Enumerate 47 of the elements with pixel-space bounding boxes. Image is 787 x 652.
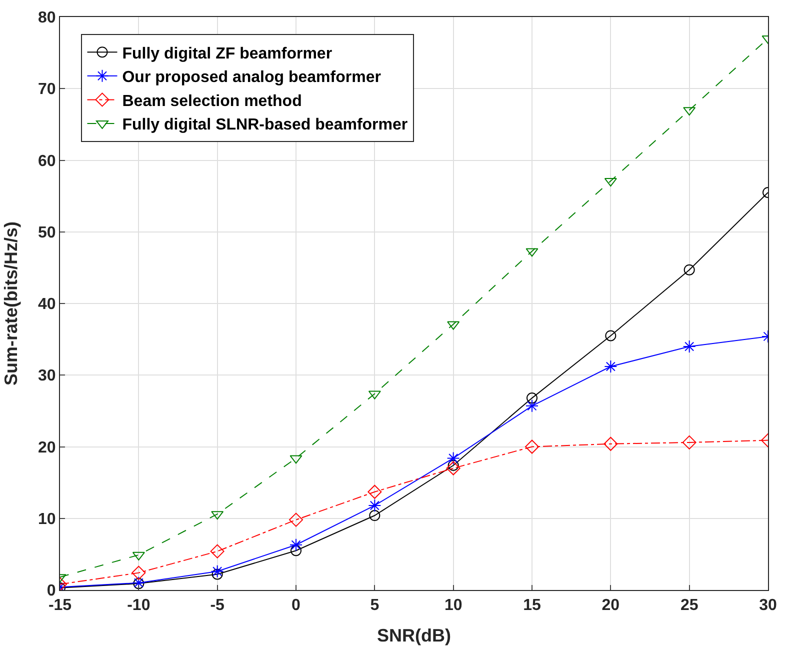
x-tick-label: -15 (48, 597, 72, 614)
legend-label: Fully digital ZF beamformer (122, 45, 332, 62)
y-tick-label: 10 (38, 510, 56, 528)
point (605, 330, 616, 342)
y-tick-label: 40 (38, 296, 56, 314)
point (210, 544, 224, 558)
point (289, 512, 303, 527)
point (290, 538, 302, 552)
x-tick-label: 30 (759, 597, 777, 614)
point (368, 484, 382, 499)
legend-label: Our proposed analog beamformer (122, 69, 381, 86)
point (369, 510, 380, 522)
x-tick-label: -10 (127, 597, 150, 614)
point (446, 452, 460, 465)
y-tick-label: 70 (38, 81, 56, 98)
y-axis-title: Sum-rate(bits/Hz/s) (1, 221, 22, 386)
x-tick-label: -5 (210, 597, 225, 614)
y-tick-label: 0 (46, 582, 56, 600)
point (604, 436, 618, 451)
y-tick-label: 80 (38, 10, 56, 27)
point (604, 360, 618, 374)
legend-label: Beam selection method (122, 92, 302, 110)
point (526, 392, 538, 404)
point (210, 564, 224, 578)
y-tick-label: 60 (38, 152, 56, 170)
point (682, 340, 696, 353)
point (684, 264, 695, 276)
x-tick-label: 10 (444, 597, 462, 614)
x-axis-title: SNR(dB) (377, 625, 451, 646)
y-tick-label: 30 (38, 368, 56, 385)
point (525, 440, 539, 454)
point (212, 568, 223, 580)
point (446, 461, 460, 476)
point (526, 399, 538, 412)
x-tick-label: 15 (523, 597, 541, 614)
point (448, 460, 459, 471)
x-tick-label: 5 (370, 597, 380, 614)
y-tick-label: 20 (38, 439, 56, 456)
point (682, 435, 696, 450)
x-tick-label: 0 (292, 597, 301, 614)
x-tick-label: 25 (680, 597, 698, 614)
x-tick-label: 20 (602, 597, 620, 614)
y-tick-label: 50 (38, 224, 56, 242)
point (132, 566, 146, 580)
point (290, 545, 302, 556)
point (368, 498, 382, 512)
legend-label: Fully digital SLNR-based beamformer (122, 116, 408, 134)
